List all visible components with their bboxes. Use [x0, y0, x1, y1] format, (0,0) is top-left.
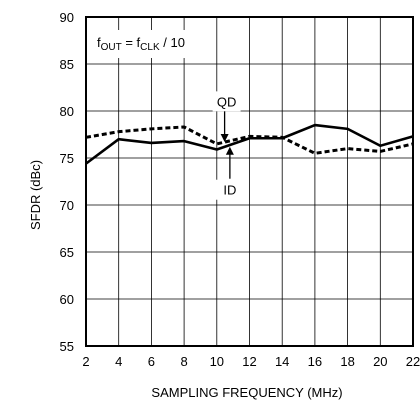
x-tick-16: 16 — [308, 354, 322, 369]
label-background-id — [215, 179, 244, 200]
series-line-qd — [85, 125, 414, 155]
x-tick-6: 6 — [148, 354, 155, 369]
x-tick-18: 18 — [340, 354, 354, 369]
x-tick-14: 14 — [275, 354, 289, 369]
y-tick-70: 70 — [60, 198, 74, 213]
annotation-background — [89, 30, 193, 58]
series-layer — [85, 123, 414, 165]
grid — [86, 17, 413, 346]
y-tick-75: 75 — [60, 151, 74, 166]
y-tick-55: 55 — [60, 339, 74, 354]
x-axis-title: SAMPLING FREQUENCY (MHz) — [151, 385, 342, 400]
y-tick-80: 80 — [60, 104, 74, 119]
arrow-head-qd — [220, 134, 229, 143]
arrow-head-id — [225, 146, 234, 155]
series-labels: QD ID — [212, 91, 244, 200]
series-line-id — [85, 123, 414, 165]
x-tick-22: 22 — [406, 354, 420, 369]
y-tick-85: 85 — [60, 57, 74, 72]
x-tick-2: 2 — [82, 354, 89, 369]
label-background-qd — [212, 91, 241, 112]
series-label-qd: QD — [217, 94, 237, 109]
x-tick-20: 20 — [373, 354, 387, 369]
y-tick-60: 60 — [60, 292, 74, 307]
x-tick-8: 8 — [180, 354, 187, 369]
x-tick-12: 12 — [242, 354, 256, 369]
x-tick-10: 10 — [210, 354, 224, 369]
frequency-annotation: fOUT = fCLK / 10 — [97, 35, 185, 53]
x-tick-4: 4 — [115, 354, 122, 369]
y-tick-65: 65 — [60, 245, 74, 260]
plot-frame — [85, 16, 414, 347]
y-axis-title: SFDR (dBc) — [28, 160, 43, 230]
y-tick-90: 90 — [60, 10, 74, 25]
tick-labels: 2 4 6 8 10 12 14 16 18 20 22 55 60 65 70 75 80 85 90 — [60, 10, 420, 369]
series-label-id: ID — [223, 183, 236, 198]
